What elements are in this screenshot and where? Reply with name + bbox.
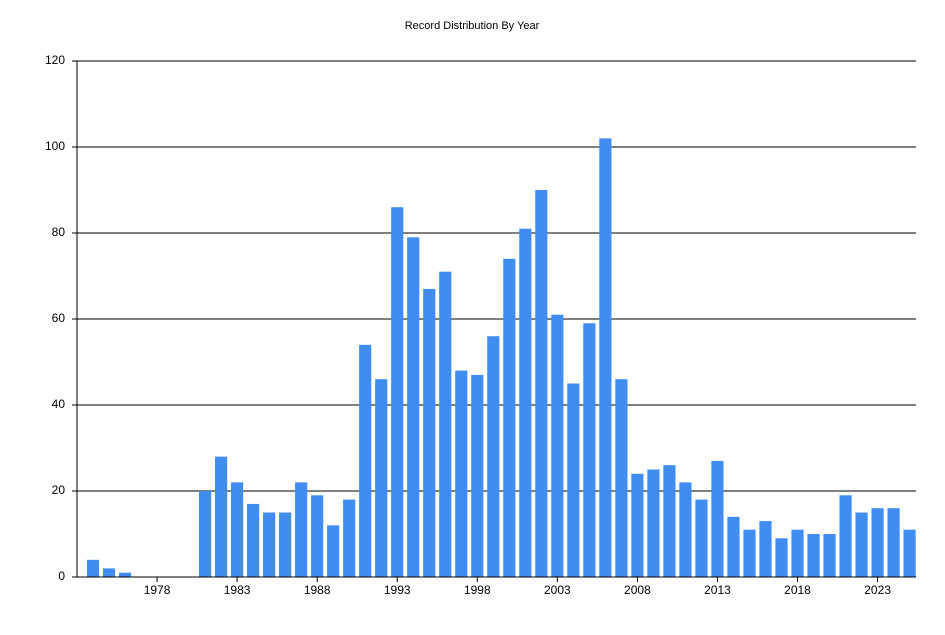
y-tick-label: 120 [45, 53, 65, 67]
bar [535, 190, 548, 577]
bar [295, 482, 308, 577]
x-tick-label: 1983 [224, 583, 251, 597]
bar [247, 503, 260, 577]
bar [215, 456, 228, 577]
x-tick-label: 1998 [464, 583, 491, 597]
bar [567, 383, 580, 577]
x-tick-label: 2008 [624, 583, 651, 597]
bar [887, 508, 900, 577]
bar [423, 288, 436, 577]
bar [823, 534, 836, 577]
bar [791, 529, 804, 577]
y-tick-label: 40 [52, 397, 66, 411]
bar [118, 572, 132, 577]
bar [679, 482, 692, 577]
bar [855, 512, 868, 577]
bar [359, 344, 372, 577]
x-tick-label: 2023 [864, 583, 891, 597]
bar [279, 512, 292, 577]
bar [663, 465, 676, 577]
bar [231, 482, 244, 577]
bar [743, 529, 756, 577]
bar [599, 138, 612, 577]
bar [455, 370, 468, 577]
bar [503, 258, 516, 577]
bar [519, 228, 532, 577]
bar [759, 521, 772, 577]
bar [695, 499, 708, 577]
bar [711, 460, 724, 577]
bar [311, 495, 324, 577]
x-tick-label: 2018 [784, 583, 811, 597]
bar [199, 491, 212, 577]
bar [583, 323, 596, 577]
x-tick-label: 1978 [144, 583, 171, 597]
chart-title: Record Distribution By Year [405, 20, 540, 32]
bar [487, 336, 500, 577]
bar [775, 538, 788, 577]
bar [391, 207, 404, 577]
x-tick-label: 1993 [384, 583, 411, 597]
y-tick-label: 100 [45, 139, 65, 153]
x-tick-label: 2003 [544, 583, 571, 597]
bar [327, 525, 340, 577]
bar [903, 529, 916, 577]
bar [871, 508, 884, 577]
x-tick-label: 2013 [704, 583, 731, 597]
bar [439, 271, 452, 577]
bar [727, 516, 740, 577]
y-tick-label: 20 [52, 483, 66, 497]
bar [375, 379, 388, 577]
bar [86, 559, 100, 577]
bar [631, 473, 644, 577]
bar [407, 237, 420, 578]
y-tick-label: 60 [52, 311, 66, 325]
bar [343, 499, 356, 577]
bar [839, 495, 852, 577]
bar [807, 534, 820, 577]
y-tick-label: 80 [52, 225, 66, 239]
bar [471, 374, 484, 577]
bar [551, 314, 564, 577]
bar [102, 568, 116, 577]
bar [263, 512, 276, 577]
bar [647, 469, 660, 577]
x-tick-label: 1988 [304, 583, 331, 597]
y-tick-label: 0 [58, 569, 65, 583]
bar [615, 379, 628, 577]
